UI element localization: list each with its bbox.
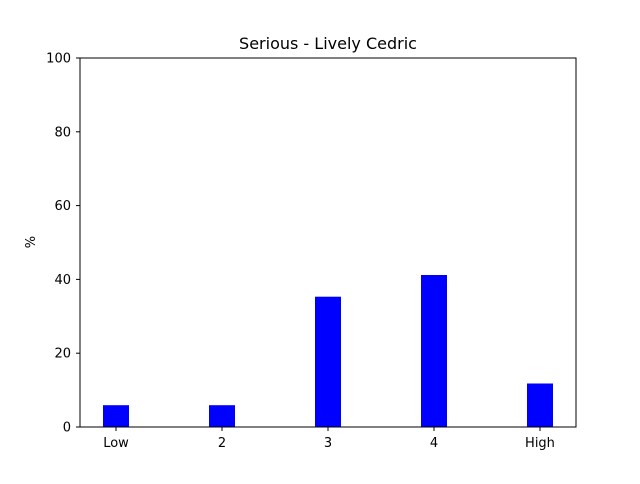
x-tick-label: 3 [324, 436, 332, 451]
bars-layer [103, 275, 553, 427]
bar-4 [421, 275, 447, 427]
chart-title: Serious - Lively Cedric [239, 34, 417, 53]
plot-frame [79, 57, 577, 428]
y-tick-label: 40 [54, 273, 71, 288]
bar-low [103, 405, 129, 427]
bar-2 [209, 405, 235, 427]
y-tick-label: 0 [63, 421, 71, 436]
x-tick-label: Low [103, 436, 129, 451]
x-tick-label: 4 [430, 436, 438, 451]
x-tick-label: High [525, 436, 555, 451]
bar-3 [315, 296, 341, 427]
y-axis-label: % [24, 236, 39, 248]
x-tick-label: 2 [218, 436, 226, 451]
y-tick-label: 100 [46, 52, 71, 67]
bar-high [527, 383, 553, 427]
y-ticks: 0 20 40 60 80 100 [46, 52, 80, 436]
y-tick-label: 20 [54, 347, 71, 362]
x-ticks: Low 2 3 4 High [103, 427, 555, 451]
y-tick-label: 80 [54, 125, 71, 140]
y-tick-label: 60 [54, 199, 71, 214]
